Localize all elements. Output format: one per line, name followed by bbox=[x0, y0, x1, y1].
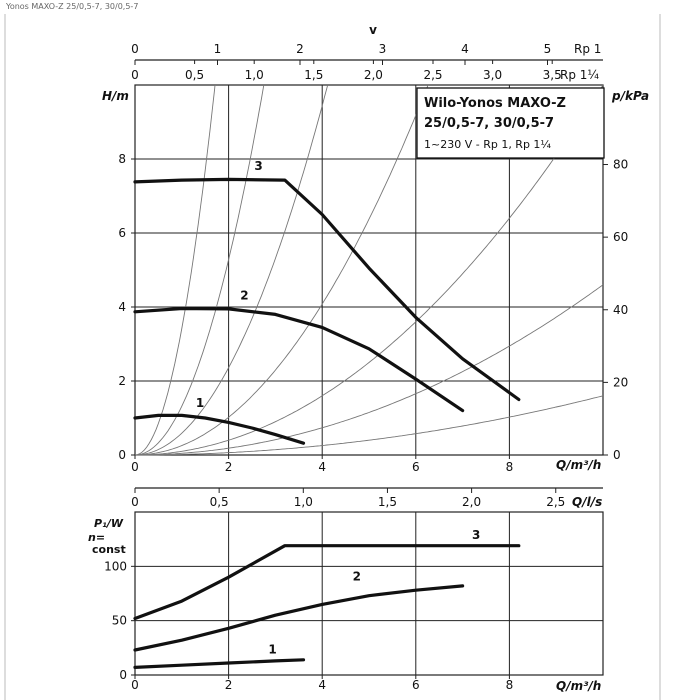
power-x-label: Q/m³/h bbox=[556, 679, 601, 693]
head-series: 1 2 3 bbox=[133, 159, 521, 445]
velocity2-tick-label-4: 2,0 bbox=[364, 68, 383, 82]
pressure-tick-label-2: 40 bbox=[613, 303, 628, 317]
velocity-tick-label-2: 2 bbox=[296, 42, 304, 56]
head-y-ticks: 0 2 4 6 8 bbox=[118, 152, 135, 462]
power-y-label: P₁/W bbox=[94, 517, 124, 530]
pressure-tick-label-0: 0 bbox=[613, 448, 621, 462]
velocity2-tick-label-0: 0 bbox=[131, 68, 139, 82]
head-curve-3 bbox=[133, 177, 521, 402]
system-curve-1 bbox=[134, 84, 216, 456]
velocity-axis-rp114: 0 0,5 1,0 1,5 2,0 2,5 3,0 3,5Rp 1¼ bbox=[131, 60, 599, 82]
figure-caption: Yonos MAXO-Z 25/0,5-7, 30/0,5-7 bbox=[6, 2, 139, 11]
head-x-tick-label-1: 2 bbox=[225, 460, 233, 474]
system-curve-5 bbox=[135, 84, 604, 456]
system-curve-2 bbox=[134, 84, 265, 456]
flow-ls-axis-unit: Q/l/s bbox=[572, 495, 602, 509]
power-y-tick-label-0: 0 bbox=[119, 668, 127, 682]
power-x-tick-label-1: 2 bbox=[225, 678, 233, 692]
head-y-right-ticks: 0 20 40 60 80 bbox=[603, 158, 628, 462]
velocity-tick-label-4: 4 bbox=[461, 42, 469, 56]
power-y-ticks: 0 50 100 bbox=[104, 559, 135, 682]
head-x-tick-label-4: 8 bbox=[506, 460, 514, 474]
pressure-tick-label-3: 60 bbox=[613, 230, 628, 244]
head-curve-label-3: 3 bbox=[254, 159, 262, 173]
velocity-axis-label: v bbox=[369, 23, 377, 37]
head-x-tick-label-3: 6 bbox=[412, 460, 420, 474]
power-grid bbox=[135, 512, 603, 675]
system-curve-4 bbox=[135, 84, 429, 456]
velocity-tick-label-0: 0 bbox=[131, 42, 139, 56]
title-line-2: 25/0,5-7, 30/0,5-7 bbox=[424, 116, 554, 131]
head-x-tick-label-0: 0 bbox=[131, 460, 139, 474]
head-curve-label-2: 2 bbox=[240, 289, 248, 303]
system-curve-6 bbox=[135, 284, 604, 456]
power-curve-label-2: 2 bbox=[353, 569, 361, 583]
velocity2-tick-label-1: 0,5 bbox=[185, 68, 204, 82]
power-x-ticks: 0 2 4 6 8 bbox=[131, 675, 513, 692]
velocity2-tick-label-5: 2,5 bbox=[423, 68, 442, 82]
title-box bbox=[416, 87, 605, 159]
power-curve-1 bbox=[133, 658, 306, 670]
power-x-tick-label-2: 4 bbox=[318, 678, 326, 692]
flow-ls-axis: 0 0,5 1,0 1,5 2,0 2,5 Q/l/s bbox=[131, 487, 603, 509]
system-curves bbox=[134, 84, 604, 456]
power-curve-label-1: 1 bbox=[268, 642, 276, 656]
velocity-axis-rp1: 0 1 2 3 4 5 v Rp 1 bbox=[131, 23, 603, 65]
head-y-tick-label-4: 8 bbox=[118, 152, 126, 166]
power-plot-area bbox=[134, 511, 604, 676]
flow-ls-tick-label-5: 2,5 bbox=[546, 495, 565, 509]
head-curve-label-1: 1 bbox=[196, 396, 204, 410]
title-line-1: Wilo-Yonos MAXO-Z bbox=[424, 96, 566, 111]
velocity-tick-label-5: 5 bbox=[544, 42, 552, 56]
head-x-ticks: 0 2 4 6 8 bbox=[131, 455, 513, 474]
power-y-label-n: n= bbox=[88, 531, 105, 544]
velocity-tick-label-1: 1 bbox=[214, 42, 222, 56]
pressure-y-label: p/kPa bbox=[611, 89, 649, 103]
head-curve-1 bbox=[133, 413, 306, 445]
flow-ls-tick-label-1: 0,5 bbox=[210, 495, 229, 509]
power-curve-2 bbox=[133, 584, 465, 652]
velocity2-tick-label-2: 1,0 bbox=[245, 68, 264, 82]
velocity-axis-unit: Rp 1 bbox=[574, 42, 601, 56]
power-y-tick-label-1: 50 bbox=[112, 614, 127, 628]
power-x-tick-label-3: 6 bbox=[412, 678, 420, 692]
title-subtitle: 1~230 V - Rp 1, Rp 1¼ bbox=[424, 138, 551, 151]
power-y-tick-label-2: 100 bbox=[104, 559, 127, 573]
flow-ls-tick-label-2: 1,0 bbox=[294, 495, 313, 509]
velocity2-tick-label-3: 1,5 bbox=[304, 68, 323, 82]
power-curve-3 bbox=[133, 544, 521, 621]
head-y-tick-label-0: 0 bbox=[118, 448, 126, 462]
system-curve-7 bbox=[135, 395, 604, 456]
power-y-label-const: const bbox=[92, 543, 126, 556]
velocity2-axis-unit: Rp 1¼ bbox=[560, 68, 599, 82]
head-y-tick-label-1: 2 bbox=[118, 374, 126, 388]
head-curve-2 bbox=[133, 306, 465, 413]
head-plot-area bbox=[134, 84, 604, 456]
pressure-tick-label-1: 20 bbox=[613, 375, 628, 389]
system-curve-3 bbox=[134, 84, 329, 456]
flow-ls-tick-label-3: 1,5 bbox=[378, 495, 397, 509]
power-chart: 1 2 3 0 2 4 6 8 0 50 100 0 0,5 1,0 1,5 2,0 2,5 Q/l/s P… bbox=[88, 487, 604, 693]
velocity-tick-label-3: 3 bbox=[379, 42, 387, 56]
power-x-tick-label-0: 0 bbox=[131, 678, 139, 692]
head-y-tick-label-3: 6 bbox=[118, 226, 126, 240]
flow-ls-tick-label-0: 0 bbox=[131, 495, 139, 509]
head-y-label: H/m bbox=[102, 89, 129, 103]
power-curve-label-3: 3 bbox=[472, 528, 480, 542]
velocity2-tick-label-7: 3,5 bbox=[543, 68, 562, 82]
head-x-label: Q/m³/h bbox=[556, 458, 601, 472]
head-y-tick-label-2: 4 bbox=[118, 300, 126, 314]
flow-ls-tick-label-4: 2,0 bbox=[462, 495, 481, 509]
velocity2-tick-label-6: 3,0 bbox=[483, 68, 502, 82]
pressure-tick-label-4: 80 bbox=[613, 158, 628, 172]
power-series: 1 2 3 bbox=[133, 528, 521, 670]
power-x-tick-label-4: 8 bbox=[506, 678, 514, 692]
head-x-tick-label-2: 4 bbox=[318, 460, 326, 474]
